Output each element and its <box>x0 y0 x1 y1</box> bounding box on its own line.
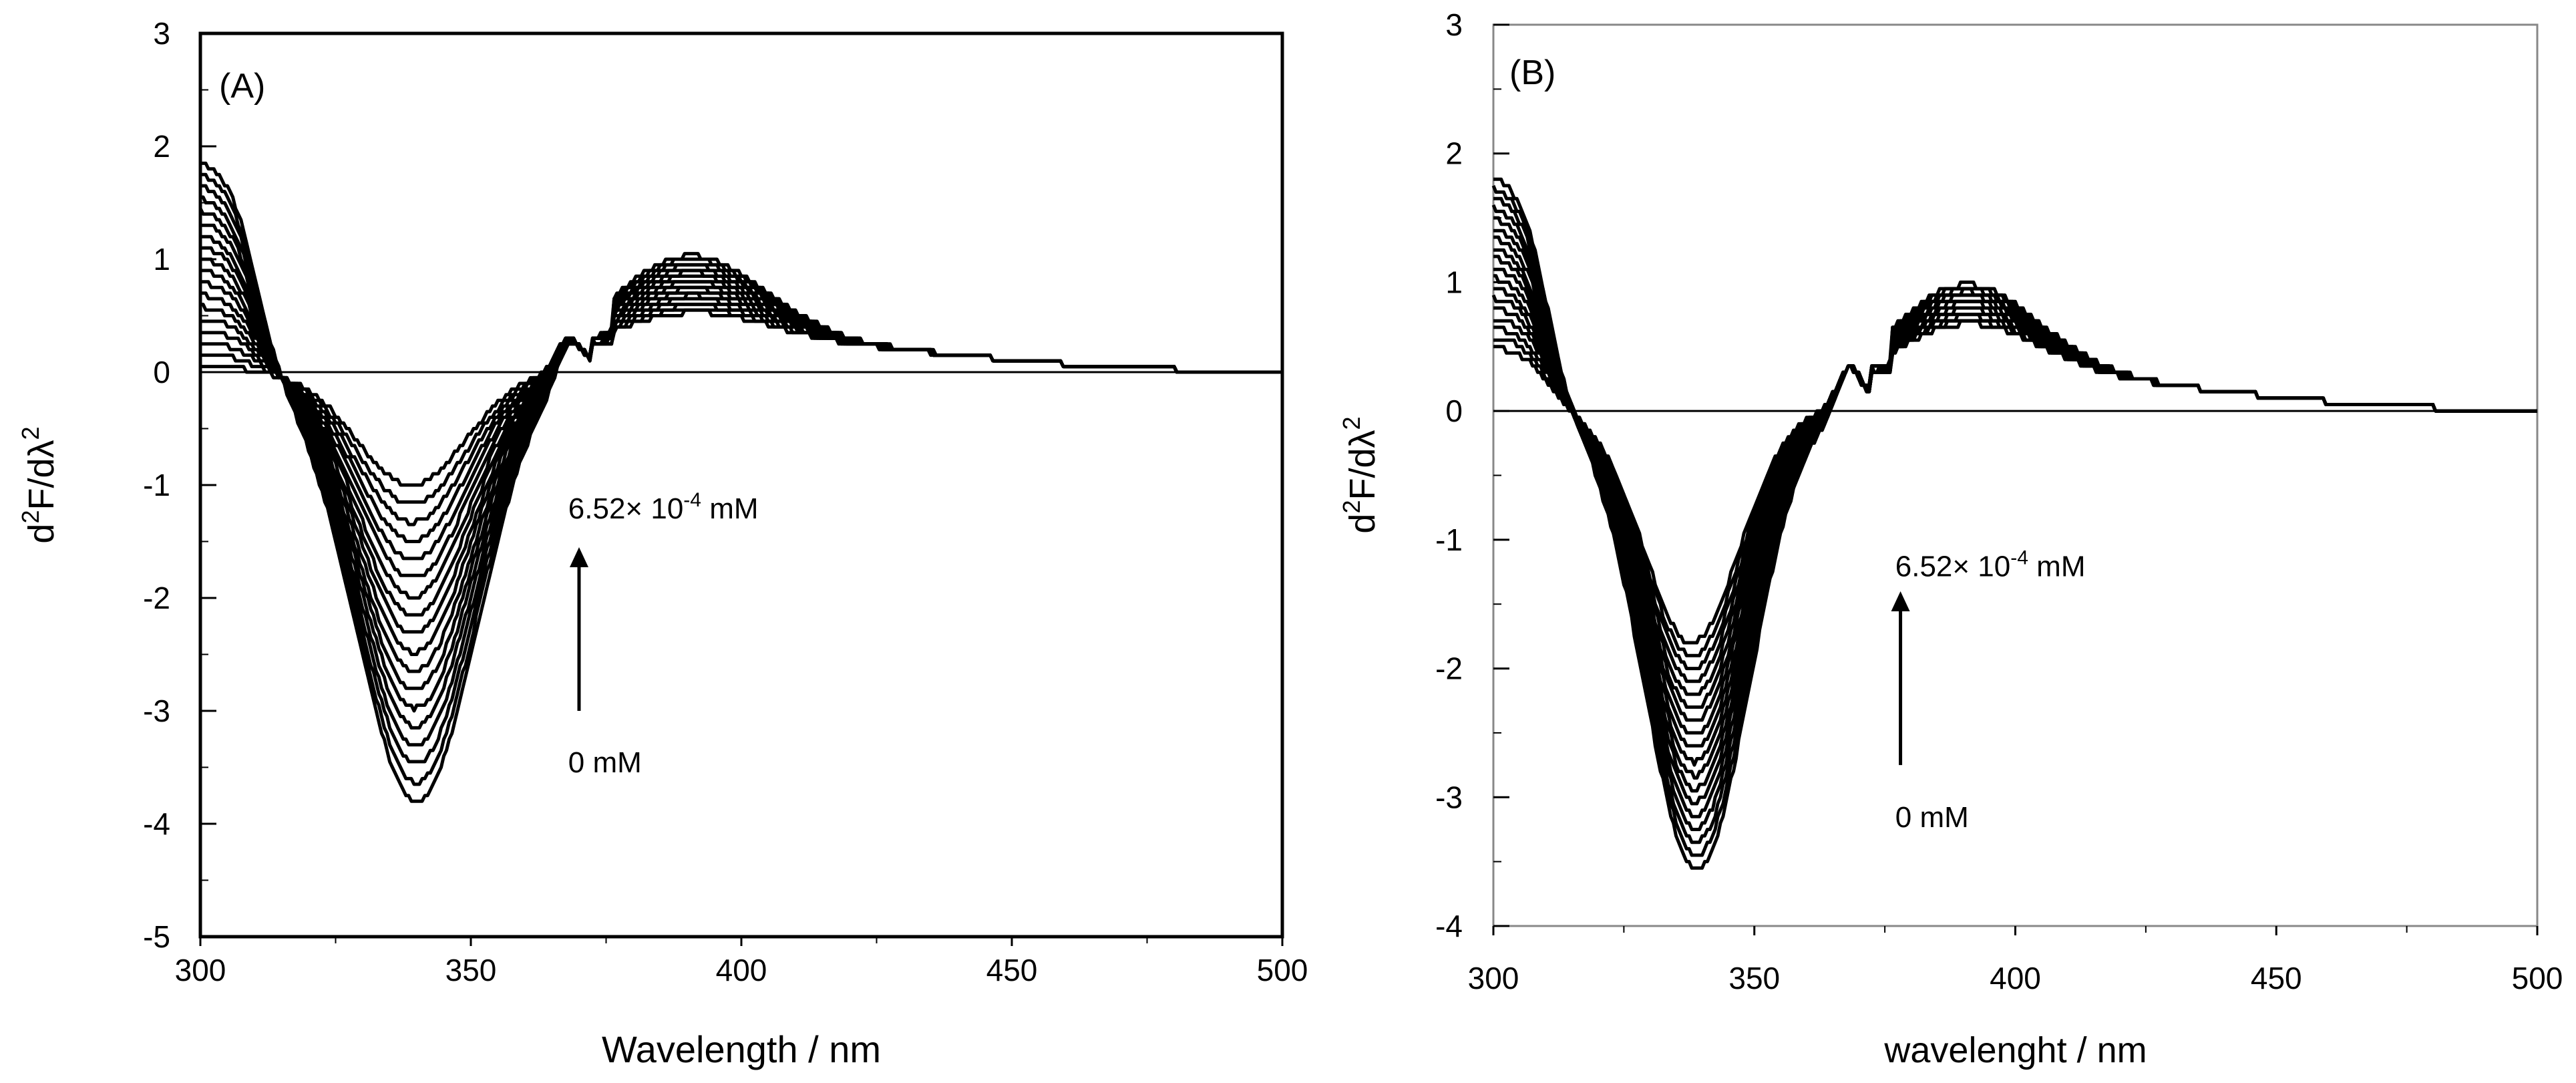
arrow-head <box>1891 591 1910 611</box>
series-line <box>200 303 1282 526</box>
y-tick-label: -1 <box>1435 522 1463 557</box>
y-tick-label: -2 <box>143 581 170 615</box>
series-line <box>1493 177 2537 870</box>
annotation-zero-concentration: 0 mM <box>568 746 642 779</box>
series-line <box>1493 196 2537 844</box>
y-tick-label: -3 <box>143 693 170 728</box>
x-tick-label: 350 <box>1728 961 1780 995</box>
y-tick-label: 1 <box>1445 265 1463 299</box>
y-axis-label-a: d2F/dλ2 <box>17 426 61 543</box>
annotation-max-concentration: 6.52× 10-4 mM <box>1895 547 2086 583</box>
x-axis-label-b: wavelenght / nm <box>1883 1030 2147 1070</box>
series-group-b <box>1491 177 2537 870</box>
chart-panel-a: -5 -4 -3 -2 -1 0 1 2 3 300 350 400 450 500 (A) Wavele… <box>17 16 1308 1070</box>
plot-frame-b <box>1492 23 2539 927</box>
panel-label-b: (B) <box>1509 53 1555 92</box>
x-axis-label-a: Wavelength / nm <box>602 1028 881 1070</box>
y-tick-label: -4 <box>143 806 170 841</box>
x-tick-label: 500 <box>1257 953 1308 987</box>
y-axis-label-b: d2F/dλ2 <box>1338 416 1383 533</box>
y-tick-label: 0 <box>153 355 170 390</box>
series-group-a <box>198 161 1282 803</box>
x-tick-label: 500 <box>2512 961 2563 995</box>
annotation-zero-concentration: 0 mM <box>1895 801 1969 834</box>
x-tick-label: 450 <box>2251 961 2302 995</box>
series-line <box>200 161 1282 803</box>
series-line <box>1491 204 2537 831</box>
y-tick-label: 3 <box>1445 7 1463 42</box>
annotations-b: 6.52× 10-4 mM 0 mM <box>1891 547 2086 834</box>
arrow-head <box>570 547 588 567</box>
y-tick-label: 3 <box>153 16 170 51</box>
x-tick-label: 300 <box>1468 961 1519 995</box>
y-tick-label: -1 <box>143 468 170 502</box>
x-tick-label: 400 <box>716 953 767 987</box>
y-tick-label: -4 <box>1435 909 1463 943</box>
y-tick-label: -2 <box>1435 651 1463 686</box>
y-tick-label: 2 <box>153 129 170 164</box>
x-tick-label: 400 <box>1990 961 2041 995</box>
x-tick-label: 350 <box>445 953 497 987</box>
y-tick-label: -3 <box>1435 780 1463 814</box>
y-tick-label: 1 <box>153 242 170 277</box>
y-tick-label: 2 <box>1445 136 1463 171</box>
x-tick-label: 300 <box>175 953 226 987</box>
chart-panel-b: -4 -3 -2 -1 0 1 2 3 300 350 400 450 500 (B) waveleng… <box>1338 7 2563 1070</box>
annotations-a: 6.52× 10-4 mM 0 mM <box>568 489 759 779</box>
y-tick-label: 0 <box>1445 394 1463 428</box>
series-line <box>200 172 1282 786</box>
annotation-max-concentration: 6.52× 10-4 mM <box>568 489 759 525</box>
y-tick-label: -5 <box>143 919 170 954</box>
axes-a: -5 -4 -3 -2 -1 0 1 2 3 300 350 400 450 500 <box>143 16 1308 987</box>
axes-b: -4 -3 -2 -1 0 1 2 3 300 350 400 450 500 <box>1435 7 2563 995</box>
panel-label-a: (A) <box>219 67 265 106</box>
series-line <box>1491 184 2537 857</box>
x-tick-label: 450 <box>986 953 1038 987</box>
